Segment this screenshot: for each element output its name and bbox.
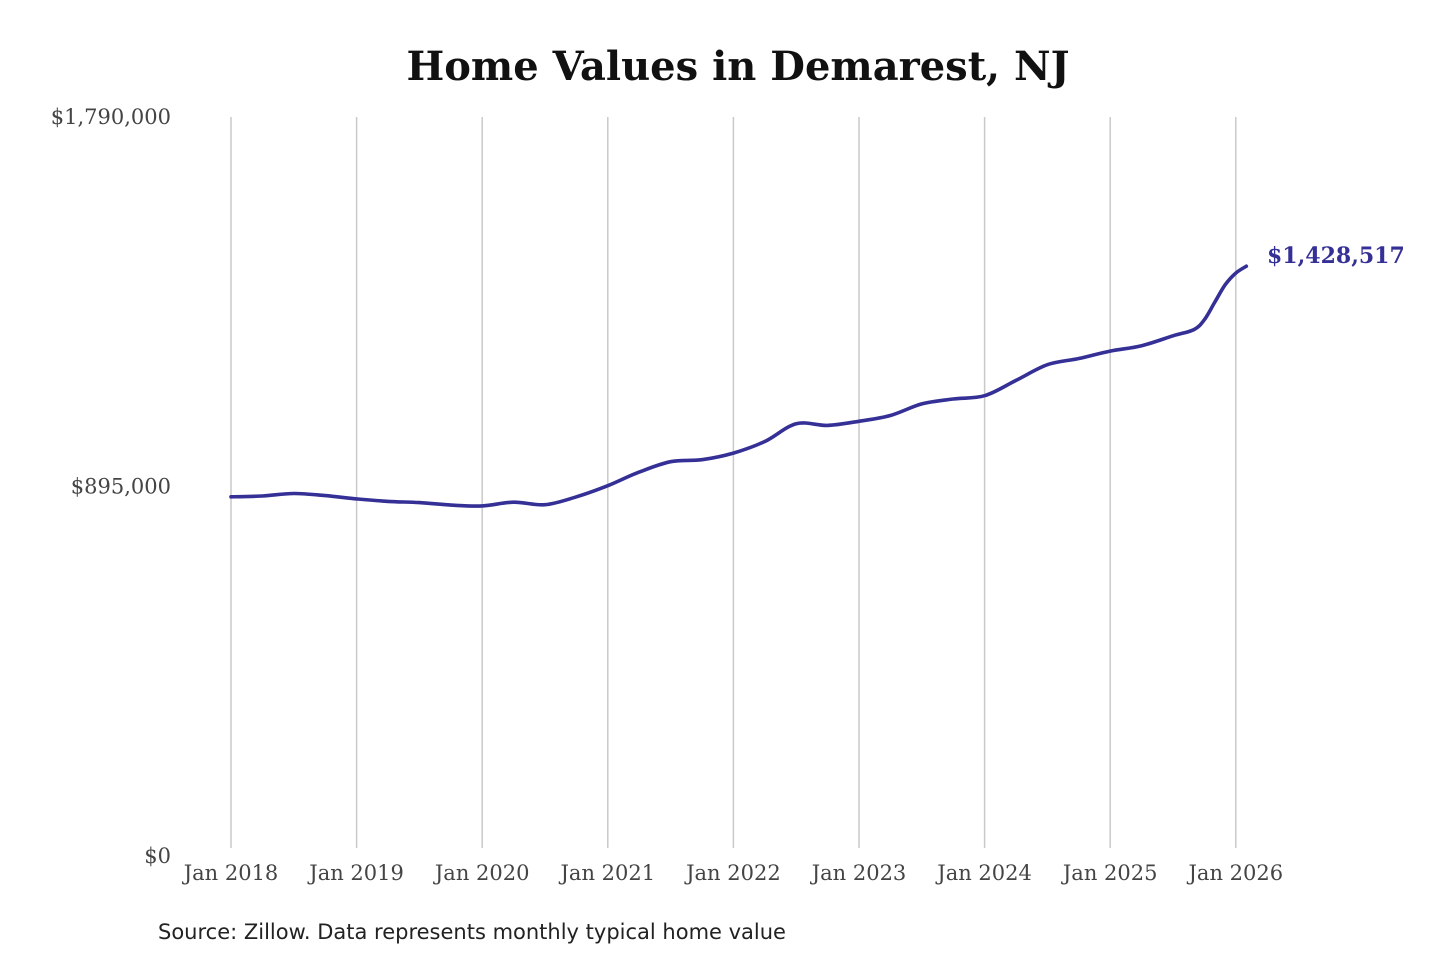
home-value-line [229,264,1249,508]
x-tick-label: Jan 2022 [684,861,781,885]
x-tick-label: Jan 2018 [182,861,279,885]
x-tick-label: Jan 2025 [1061,861,1158,885]
y-tick-label: $895,000 [71,475,171,499]
y-axis-ticks: $0 $895,000 $1,790,000 [51,105,171,868]
source-note: Source: Zillow. Data represents monthly … [158,920,786,944]
x-tick-label: Jan 2023 [810,861,907,885]
x-tick-label: Jan 2021 [559,861,656,885]
x-tick-label: Jan 2024 [935,861,1032,885]
chart-title: Home Values in Demarest, NJ [406,43,1069,90]
x-axis-ticks: Jan 2018 Jan 2019 Jan 2020 Jan 2021 Jan 2022… [182,861,1283,885]
latest-value-label: $1,428,517 [1267,243,1405,269]
x-tick-label: Jan 2019 [307,861,404,885]
y-tick-label: $0 [144,844,171,868]
x-tick-label: Jan 2026 [1187,861,1284,885]
vertical-gridlines [230,117,1237,848]
x-tick-label: Jan 2020 [433,861,530,885]
y-tick-label: $1,790,000 [51,105,171,129]
